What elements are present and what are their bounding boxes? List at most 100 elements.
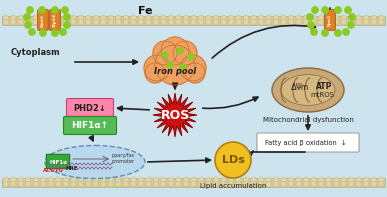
- FancyBboxPatch shape: [325, 10, 335, 30]
- Circle shape: [33, 181, 39, 187]
- Text: promoter: promoter: [111, 159, 135, 164]
- Circle shape: [161, 19, 166, 25]
- Circle shape: [312, 7, 318, 13]
- Circle shape: [78, 15, 84, 21]
- Circle shape: [24, 14, 30, 20]
- Bar: [2, 177, 385, 187]
- Circle shape: [258, 19, 264, 25]
- Circle shape: [123, 15, 129, 21]
- Circle shape: [228, 181, 234, 187]
- Circle shape: [153, 181, 159, 187]
- Circle shape: [243, 177, 249, 183]
- Circle shape: [326, 177, 332, 183]
- Circle shape: [63, 15, 68, 21]
- Circle shape: [266, 177, 271, 183]
- Text: HIF1α↑: HIF1α↑: [72, 122, 109, 130]
- Circle shape: [176, 15, 181, 21]
- Circle shape: [273, 19, 279, 25]
- Circle shape: [138, 15, 144, 21]
- Circle shape: [363, 19, 369, 25]
- Circle shape: [198, 15, 204, 21]
- Circle shape: [101, 177, 106, 183]
- Circle shape: [177, 48, 183, 54]
- Circle shape: [33, 177, 39, 183]
- Circle shape: [55, 181, 61, 187]
- Circle shape: [213, 15, 219, 21]
- Circle shape: [29, 29, 35, 35]
- FancyBboxPatch shape: [50, 10, 60, 30]
- Circle shape: [123, 19, 129, 25]
- Circle shape: [48, 15, 54, 21]
- Circle shape: [311, 181, 317, 187]
- Text: ATP: ATP: [316, 82, 332, 90]
- Text: Mitochondrial dysfunction: Mitochondrial dysfunction: [262, 117, 353, 123]
- Circle shape: [131, 19, 136, 25]
- Circle shape: [70, 181, 76, 187]
- Circle shape: [191, 19, 196, 25]
- Text: LDs: LDs: [222, 155, 245, 165]
- Bar: [2, 16, 385, 24]
- Circle shape: [108, 181, 114, 187]
- Text: HRE: HRE: [65, 166, 78, 172]
- Circle shape: [3, 181, 9, 187]
- Circle shape: [93, 177, 99, 183]
- Circle shape: [123, 181, 129, 187]
- Circle shape: [70, 177, 76, 183]
- Circle shape: [221, 181, 226, 187]
- Circle shape: [18, 181, 24, 187]
- Text: Δ: Δ: [291, 83, 297, 91]
- Circle shape: [131, 15, 136, 21]
- Circle shape: [311, 29, 317, 35]
- Circle shape: [251, 181, 256, 187]
- Circle shape: [348, 177, 354, 183]
- Circle shape: [146, 177, 151, 183]
- Circle shape: [273, 177, 279, 183]
- Circle shape: [333, 19, 339, 25]
- Circle shape: [322, 30, 328, 36]
- Circle shape: [145, 63, 165, 83]
- Circle shape: [26, 181, 31, 187]
- Circle shape: [183, 19, 189, 25]
- Circle shape: [101, 181, 106, 187]
- Circle shape: [281, 15, 286, 21]
- Circle shape: [356, 181, 361, 187]
- Circle shape: [40, 30, 46, 36]
- Circle shape: [281, 181, 286, 187]
- Circle shape: [296, 177, 301, 183]
- Text: Cytoplasm: Cytoplasm: [10, 47, 60, 57]
- Circle shape: [308, 22, 314, 28]
- Circle shape: [258, 177, 264, 183]
- Circle shape: [153, 177, 159, 183]
- Circle shape: [228, 15, 234, 21]
- Circle shape: [48, 19, 54, 25]
- Circle shape: [378, 15, 384, 21]
- Circle shape: [70, 19, 76, 25]
- Circle shape: [378, 19, 384, 25]
- Circle shape: [341, 177, 346, 183]
- Circle shape: [176, 177, 181, 183]
- Circle shape: [123, 177, 129, 183]
- Circle shape: [215, 142, 251, 178]
- Circle shape: [326, 19, 332, 25]
- Circle shape: [146, 15, 151, 21]
- Circle shape: [55, 15, 61, 21]
- Circle shape: [55, 177, 61, 183]
- Circle shape: [341, 19, 346, 25]
- FancyBboxPatch shape: [38, 10, 48, 30]
- Circle shape: [221, 19, 226, 25]
- Circle shape: [86, 181, 91, 187]
- Circle shape: [144, 55, 170, 81]
- Circle shape: [236, 15, 241, 21]
- Ellipse shape: [45, 146, 145, 178]
- Circle shape: [213, 177, 219, 183]
- Circle shape: [206, 181, 211, 187]
- Circle shape: [243, 181, 249, 187]
- Circle shape: [296, 19, 301, 25]
- Circle shape: [161, 181, 166, 187]
- Circle shape: [206, 15, 211, 21]
- Circle shape: [10, 19, 16, 25]
- Circle shape: [228, 177, 234, 183]
- Polygon shape: [153, 93, 197, 137]
- Circle shape: [303, 181, 309, 187]
- Circle shape: [288, 181, 294, 187]
